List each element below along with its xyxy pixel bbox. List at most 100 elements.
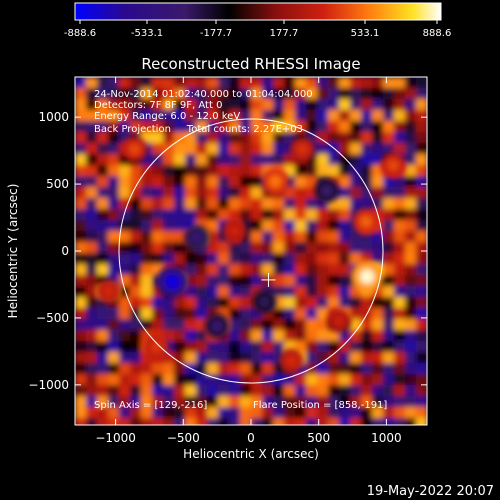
noise-cell: [97, 396, 109, 408]
noise-cell: [152, 88, 164, 100]
noise-cell: [108, 132, 120, 144]
noise-cell: [174, 319, 186, 331]
noise-cell: [229, 110, 241, 122]
noise-cell: [75, 77, 87, 89]
noise-cell: [196, 165, 208, 177]
noise-cell: [130, 407, 142, 419]
noise-cell: [207, 187, 219, 199]
noise-cell: [405, 121, 417, 133]
noise-cell: [86, 165, 98, 177]
noise-cell: [317, 242, 329, 254]
noise-cell: [273, 407, 285, 419]
spin-axis-label: Spin Axis = [129,-216]: [94, 400, 207, 411]
noise-cell: [372, 385, 384, 397]
noise-cell: [328, 99, 340, 111]
noise-cell: [229, 385, 241, 397]
y-tick-label: 0: [61, 244, 69, 258]
noise-cell: [130, 374, 142, 386]
noise-cell: [229, 132, 241, 144]
noise-cell: [108, 198, 120, 210]
noise-cell: [416, 352, 427, 364]
noise-cell: [86, 187, 98, 199]
noise-cell: [119, 165, 131, 177]
noise-cell: [174, 308, 186, 320]
noise-cell: [185, 198, 197, 210]
noise-cell: [273, 253, 285, 265]
noise-cell: [141, 264, 153, 276]
noise-cell: [306, 407, 318, 419]
noise-cell: [163, 374, 175, 386]
noise-cell: [185, 77, 197, 89]
noise-cell: [383, 319, 395, 331]
noise-cell: [317, 341, 329, 353]
noise-cell: [306, 418, 318, 425]
noise-cell: [306, 374, 318, 386]
noise-cell: [163, 253, 175, 265]
noise-cell: [75, 231, 87, 243]
noise-cell: [97, 352, 109, 364]
noise-cell: [350, 374, 362, 386]
noise-cell: [350, 319, 362, 331]
noise-cell: [240, 308, 252, 320]
source-core: [211, 320, 223, 332]
noise-cell: [240, 88, 252, 100]
noise-cell: [130, 220, 142, 232]
noise-cell: [152, 374, 164, 386]
noise-cell: [405, 418, 417, 425]
noise-cell: [306, 209, 318, 221]
footer-date: 19-May-2022 20:07: [367, 484, 494, 499]
noise-cell: [262, 418, 274, 425]
noise-cell: [119, 374, 131, 386]
noise-cell: [273, 132, 285, 144]
noise-cell: [262, 209, 274, 221]
noise-cell: [240, 253, 252, 265]
noise-cell: [328, 242, 340, 254]
noise-cell: [218, 253, 230, 265]
noise-cell: [339, 132, 351, 144]
noise-cell: [86, 132, 98, 144]
noise-cell: [339, 396, 351, 408]
noise-cell: [295, 374, 307, 386]
noise-cell: [383, 352, 395, 364]
noise-cell: [339, 374, 351, 386]
noise-cell: [196, 77, 208, 89]
noise-cell: [339, 407, 351, 419]
noise-cell: [350, 396, 362, 408]
noise-cell: [295, 275, 307, 287]
noise-cell: [97, 198, 109, 210]
noise-cell: [130, 330, 142, 342]
noise-cell: [394, 110, 406, 122]
noise-cell: [207, 220, 219, 232]
noise-cell: [86, 418, 98, 425]
noise-cell: [86, 198, 98, 210]
noise-cell: [174, 176, 186, 188]
noise-cell: [383, 220, 395, 232]
noise-cell: [405, 297, 417, 309]
noise-cell: [372, 176, 384, 188]
noise-cell: [273, 308, 285, 320]
noise-cell: [185, 374, 197, 386]
noise-cell: [405, 319, 417, 331]
noise-cell: [130, 176, 142, 188]
noise-cell: [284, 396, 296, 408]
noise-cell: [361, 407, 373, 419]
noise-cell: [273, 88, 285, 100]
source-core: [360, 215, 372, 228]
noise-cell: [306, 88, 318, 100]
noise-cell: [130, 77, 142, 89]
noise-cell: [251, 242, 263, 254]
noise-cell: [229, 286, 241, 298]
noise-cell: [229, 209, 241, 221]
noise-cell: [251, 363, 263, 375]
noise-cell: [163, 132, 175, 144]
noise-cell: [284, 374, 296, 386]
noise-cell: [361, 165, 373, 177]
noise-cell: [163, 110, 175, 122]
noise-cell: [97, 385, 109, 397]
noise-cell: [152, 143, 164, 155]
colorbar: -888.6 -533.1 -177.7 177.7 533.1 888.6: [64, 2, 451, 39]
noise-cell: [75, 352, 87, 364]
noise-cell: [372, 308, 384, 320]
noise-cell: [361, 363, 373, 375]
